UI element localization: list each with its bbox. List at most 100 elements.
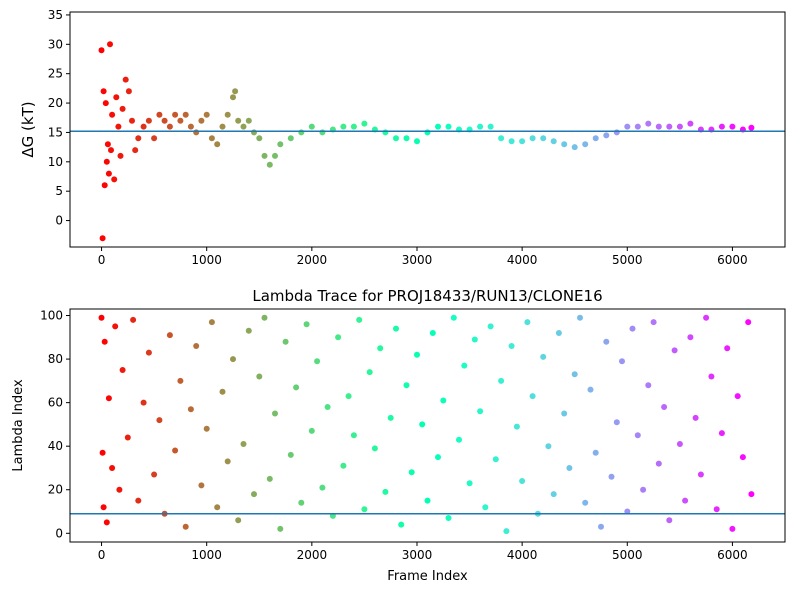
- data-point: [608, 473, 615, 480]
- data-point: [245, 327, 252, 334]
- data-point: [145, 117, 152, 124]
- data-point: [492, 456, 499, 463]
- data-point: [450, 314, 457, 321]
- x-tick-label: 5000: [612, 253, 643, 267]
- y-tick-label: 0: [55, 214, 63, 228]
- data-point: [187, 123, 194, 130]
- data-point: [151, 471, 158, 478]
- y-tick-label: 5: [55, 184, 63, 198]
- data-point: [619, 358, 625, 365]
- data-point: [303, 321, 310, 328]
- data-point: [100, 88, 107, 95]
- data-point: [382, 129, 389, 136]
- y-tick-label: 80: [48, 352, 63, 366]
- data-point: [224, 111, 231, 118]
- data-point: [545, 443, 552, 450]
- data-point: [219, 388, 226, 395]
- data-point: [634, 432, 641, 439]
- data-point: [124, 434, 131, 441]
- data-point: [193, 343, 200, 349]
- data-point: [414, 351, 420, 358]
- data-point: [109, 465, 116, 471]
- data-point: [613, 419, 620, 426]
- data-point: [529, 393, 536, 400]
- data-point: [724, 345, 731, 352]
- data-point: [182, 111, 189, 118]
- data-point: [240, 123, 247, 130]
- y-tick-label: 10: [48, 155, 63, 169]
- x-tick-label: 5000: [612, 548, 643, 562]
- data-point: [550, 138, 557, 145]
- data-point: [145, 349, 152, 356]
- data-point: [308, 427, 315, 434]
- data-point: [298, 129, 305, 136]
- data-point: [529, 135, 536, 142]
- data-point: [445, 515, 452, 521]
- free-energy-plot-frame: [69, 11, 786, 248]
- data-point: [235, 117, 242, 124]
- data-point: [340, 123, 347, 130]
- data-point: [739, 454, 746, 461]
- data-point: [272, 152, 278, 159]
- data-point: [182, 523, 189, 530]
- data-point: [571, 371, 578, 378]
- data-point: [177, 117, 184, 124]
- data-point: [198, 117, 205, 124]
- data-point: [156, 417, 163, 424]
- free-energy-points: [98, 41, 755, 242]
- x-tick-label: 3000: [402, 548, 433, 562]
- x-tick-label: 1000: [191, 548, 222, 562]
- data-point: [156, 111, 163, 118]
- data-point: [287, 135, 294, 142]
- data-point: [172, 111, 179, 118]
- y-tick-label: 40: [48, 439, 63, 453]
- data-point: [461, 362, 468, 369]
- data-point: [519, 138, 526, 145]
- data-point: [655, 460, 662, 467]
- data-point: [308, 123, 315, 130]
- data-point: [466, 480, 473, 487]
- data-point: [655, 123, 662, 130]
- data-point: [129, 117, 135, 124]
- data-point: [111, 176, 118, 183]
- x-tick-label: 2000: [297, 253, 328, 267]
- data-point: [561, 141, 568, 148]
- data-point: [361, 120, 368, 127]
- data-point: [371, 445, 378, 452]
- data-point: [603, 132, 610, 139]
- data-point: [208, 319, 215, 326]
- data-point: [104, 141, 111, 148]
- data-point: [561, 410, 568, 417]
- data-point: [682, 497, 689, 504]
- data-point: [293, 384, 300, 391]
- data-point: [356, 316, 363, 323]
- lambda-x-ticks: 0 1000 2000 3000 4000 5000 6000: [98, 542, 748, 562]
- data-point: [117, 152, 124, 159]
- data-point: [419, 421, 426, 428]
- data-point: [287, 451, 294, 458]
- x-tick-label: 6000: [717, 253, 748, 267]
- data-point: [703, 314, 710, 321]
- data-point: [524, 319, 531, 326]
- data-point: [105, 170, 112, 177]
- data-point: [676, 123, 683, 130]
- data-point: [130, 316, 137, 323]
- free-energy-axes: 0 1000 2000 3000 4000 5000 6000 0 5 10 15 20 25 30 35…: [19, 8, 786, 267]
- data-point: [135, 135, 142, 142]
- lambda-y-ticks: 0 20 40 60 80 100: [40, 309, 70, 540]
- data-point: [603, 338, 610, 345]
- data-point: [113, 94, 120, 101]
- data-point: [645, 382, 652, 389]
- data-point: [456, 436, 462, 443]
- data-point: [245, 117, 252, 124]
- y-tick-label: 100: [40, 309, 63, 323]
- data-point: [361, 506, 368, 513]
- data-point: [109, 111, 116, 118]
- data-point: [666, 123, 673, 130]
- y-tick-label: 0: [55, 526, 63, 540]
- x-tick-label: 1000: [191, 253, 222, 267]
- y-tick-label: 35: [48, 8, 63, 22]
- data-point: [550, 491, 557, 498]
- data-point: [403, 135, 410, 142]
- data-point: [540, 135, 547, 142]
